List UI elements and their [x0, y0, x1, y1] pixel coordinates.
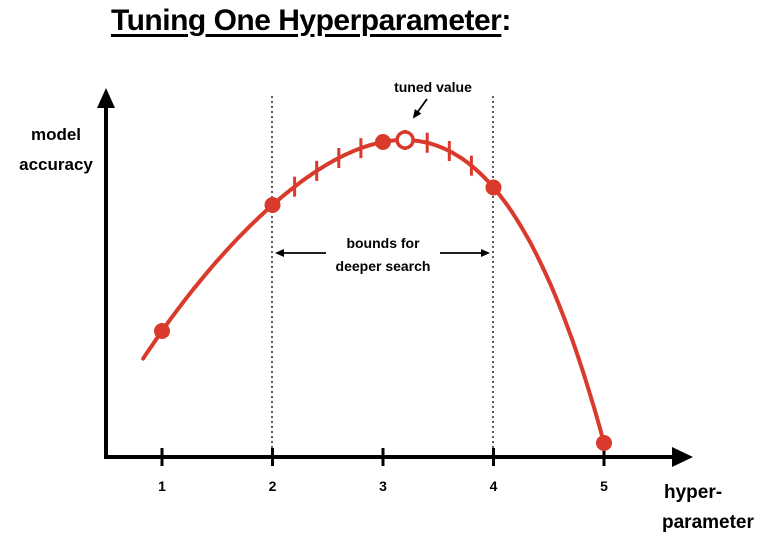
tuned-value-label: tuned value: [394, 79, 472, 95]
x-axis-arrowhead: [672, 447, 693, 467]
y-axis-label-line2: accuracy: [19, 155, 93, 174]
x-axis-label-line1: hyper-: [664, 482, 722, 503]
tuned-value-point: [395, 130, 415, 150]
coarse-search-point: [596, 435, 612, 451]
page-title-colon: :: [501, 4, 511, 37]
x-tick-label: 2: [269, 478, 277, 494]
coarse-search-point: [264, 197, 281, 213]
bounds-label-line1: bounds for: [346, 235, 420, 251]
bounds-label-line2: deeper search: [336, 258, 431, 274]
x-axis-label-line2: parameter: [662, 512, 754, 533]
coarse-search-point: [154, 323, 170, 339]
accuracy-curve: [141, 138, 605, 441]
x-tick-label: 1: [158, 478, 166, 494]
x-tick-label: 5: [600, 478, 608, 494]
y-axis-arrowhead: [97, 88, 115, 108]
page-title: Tuning One Hyperparameter:: [111, 4, 551, 38]
tuned-value-arrow: [412, 98, 428, 119]
coarse-search-point: [485, 179, 502, 196]
x-tick-label: 3: [379, 478, 387, 494]
x-tick-label: 4: [490, 478, 498, 494]
page-title-text: Tuning One Hyperparameter: [111, 4, 502, 37]
y-axis-label-line1: model: [31, 125, 81, 144]
coarse-search-point: [375, 134, 391, 150]
